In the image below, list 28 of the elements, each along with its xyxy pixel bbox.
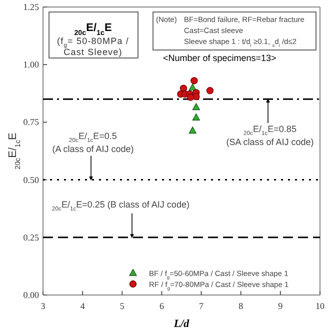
y-tick-label: 0.00 (23, 290, 40, 300)
y-tick-label: 1.25 (23, 2, 40, 12)
x-tick-label: 6 (159, 301, 164, 311)
point (190, 77, 198, 84)
text: $_{20c}$E/$_{1c}$E (74, 22, 112, 37)
x-tick-label: 8 (238, 301, 244, 311)
point (192, 113, 200, 120)
y-tick-label: 1.00 (23, 60, 40, 70)
y-tick-label: 0.75 (23, 117, 40, 128)
ref-line-label: $_{20c}$E/$_{1c}$E=0.25 (B class of AIJ code) (52, 199, 190, 212)
x-tick-label: 5 (120, 301, 125, 311)
y-tick-label: 0.50 (23, 174, 40, 185)
point (192, 103, 200, 110)
point (187, 94, 194, 101)
point (206, 87, 214, 94)
ref-line-label: $_{20c}$E/$_{1c}$E=0.5 (A class of AIJ code) (52, 130, 134, 154)
x-tick-label: 10 (316, 301, 325, 311)
x-tick-label: 9 (278, 301, 284, 311)
x-tick-label: 4 (80, 301, 86, 311)
ref-line-label: $_{20c}$E/$_{1c}$E=0.85 (SA class of AIJ code) (226, 124, 314, 148)
x-tick-label: 7 (199, 301, 204, 311)
point (188, 126, 196, 134)
point (188, 84, 196, 91)
text: (f$_{g}$= 50-80MPa / Cast Sleeve) (56, 36, 130, 57)
y-tick-label: 0.25 (23, 232, 40, 242)
x-tick-label: 3 (40, 301, 46, 311)
x-axis-title: L/d (172, 318, 190, 330)
annotation: <Number of specimens=13> (163, 53, 276, 63)
